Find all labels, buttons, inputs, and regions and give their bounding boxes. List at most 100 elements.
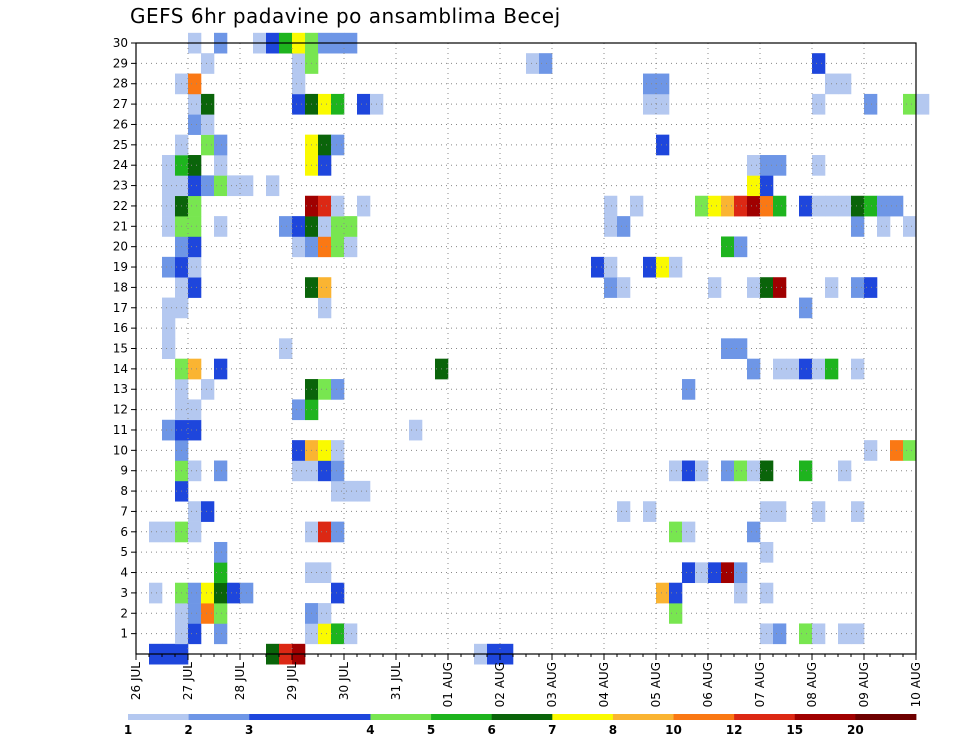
- heatmap-cell: [682, 379, 696, 400]
- y-tick-label: 10: [113, 443, 128, 457]
- y-tick-label: 29: [113, 56, 128, 70]
- heatmap-cell: [292, 93, 306, 115]
- heatmap-cell: [162, 338, 176, 359]
- heatmap-cell: [214, 175, 228, 197]
- heatmap-cell: [604, 277, 618, 298]
- heatmap-cell: [643, 73, 657, 95]
- heatmap-cell: [227, 582, 241, 604]
- colorbar-label: 6: [488, 723, 496, 737]
- heatmap-cell: [656, 134, 670, 156]
- colorbar-segment: [612, 714, 674, 720]
- colorbar-label: 12: [726, 723, 743, 737]
- heatmap-cell: [877, 195, 891, 217]
- x-tick-label: 09 AUG: [857, 662, 871, 707]
- y-tick-label: 17: [113, 301, 128, 315]
- colorbar-segment: [370, 714, 432, 720]
- colorbar-segment: [188, 714, 250, 720]
- heatmap-cell: [617, 501, 631, 522]
- heatmap-cell: [864, 440, 878, 461]
- y-tick-label: 13: [113, 382, 128, 396]
- heatmap-cell: [656, 582, 670, 604]
- heatmap-cell: [773, 155, 787, 176]
- x-tick-label: 03 AUG: [545, 662, 559, 707]
- heatmap-cell: [344, 623, 358, 645]
- colorbar-segment: [794, 714, 856, 720]
- colorbar-segment: [855, 714, 917, 720]
- heatmap-cell: [682, 460, 696, 482]
- heatmap-cell: [747, 277, 761, 298]
- heatmap-cell: [188, 277, 202, 298]
- heatmap-cell: [799, 297, 813, 319]
- x-tick-label: 27 JUL: [181, 662, 195, 700]
- heatmap-cell: [721, 338, 735, 359]
- y-tick-label: 16: [113, 321, 128, 335]
- x-tick-label: 05 AUG: [649, 662, 663, 707]
- heatmap-cell: [162, 521, 176, 543]
- heatmap-cell: [721, 460, 735, 482]
- x-tick-label: 30 JUL: [337, 662, 351, 700]
- heatmap-cell: [331, 623, 345, 645]
- heatmap-cell: [812, 195, 826, 217]
- heatmap-cell: [214, 541, 228, 563]
- colorbar-segment: [491, 714, 553, 720]
- heatmap-cell: [747, 175, 761, 197]
- heatmap-cell: [721, 236, 735, 258]
- heatmap-cell: [318, 460, 332, 482]
- heatmap-cell: [669, 582, 683, 604]
- heatmap-cell: [721, 195, 735, 217]
- heatmap-cell: [708, 195, 722, 217]
- colorbar-label: 5: [427, 723, 435, 737]
- heatmap-cell: [188, 73, 202, 95]
- heatmap-cell: [318, 379, 332, 400]
- y-tick-label: 23: [113, 179, 128, 193]
- heatmap-cell: [656, 93, 670, 115]
- heatmap-cell: [292, 399, 306, 421]
- heatmap-cell: [201, 53, 215, 74]
- heatmap-cell: [292, 460, 306, 482]
- heatmap-cell: [318, 134, 332, 156]
- y-tick-label: 8: [120, 484, 128, 498]
- colorbar-label: 20: [847, 723, 864, 737]
- heatmap-cell: [188, 623, 202, 645]
- heatmap-cell: [851, 501, 865, 522]
- heatmap-cell: [604, 216, 618, 237]
- heatmap-cell: [864, 93, 878, 115]
- y-tick-label: 3: [120, 586, 128, 600]
- heatmap-cell: [331, 521, 345, 543]
- heatmap-cell: [214, 216, 228, 237]
- heatmap-cell: [188, 419, 202, 441]
- heatmap-cell: [331, 236, 345, 258]
- colorbar-segment: [673, 714, 735, 720]
- heatmap-cell: [773, 358, 787, 380]
- heatmap-cell: [617, 277, 631, 298]
- heatmap-cell: [734, 562, 748, 584]
- heatmap-cell: [344, 480, 358, 502]
- heatmap-cell: [903, 93, 917, 115]
- heatmap-cell: [773, 623, 787, 645]
- y-tick-label: 26: [113, 117, 128, 131]
- y-tick-label: 6: [120, 525, 128, 539]
- heatmap-cell: [877, 216, 891, 237]
- y-tick-label: 9: [120, 464, 128, 478]
- heatmap-cell: [916, 93, 930, 115]
- heatmap-cell: [734, 582, 748, 604]
- heatmap-cell: [214, 562, 228, 584]
- heatmap-cell: [318, 236, 332, 258]
- heatmap-cell: [279, 216, 293, 237]
- heatmap-cell: [851, 195, 865, 217]
- heatmap-cell: [149, 521, 163, 543]
- heatmap-cell: [201, 501, 215, 522]
- heatmap-cell: [669, 256, 683, 278]
- y-tick-label: 28: [113, 77, 128, 91]
- heatmap-cell: [799, 460, 813, 482]
- heatmap-cell: [188, 521, 202, 543]
- y-tick-label: 2: [120, 606, 128, 620]
- heatmap-cell: [669, 460, 683, 482]
- y-tick-label: 1: [120, 627, 128, 641]
- heatmap-cell: [331, 216, 345, 237]
- heatmap-cell: [331, 480, 345, 502]
- heatmap-cell: [851, 216, 865, 237]
- heatmap-cell: [318, 623, 332, 645]
- heatmap-cell: [357, 480, 371, 502]
